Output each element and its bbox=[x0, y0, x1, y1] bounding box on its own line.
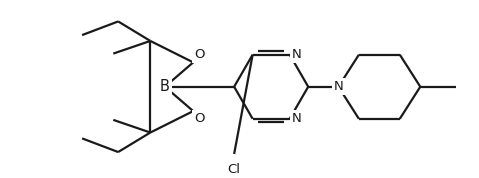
Text: N: N bbox=[292, 112, 301, 125]
Text: Cl: Cl bbox=[228, 163, 240, 176]
Text: B: B bbox=[160, 79, 170, 94]
Text: N: N bbox=[292, 48, 301, 61]
Text: N: N bbox=[333, 80, 343, 93]
Text: O: O bbox=[194, 48, 205, 61]
Text: O: O bbox=[194, 112, 205, 125]
